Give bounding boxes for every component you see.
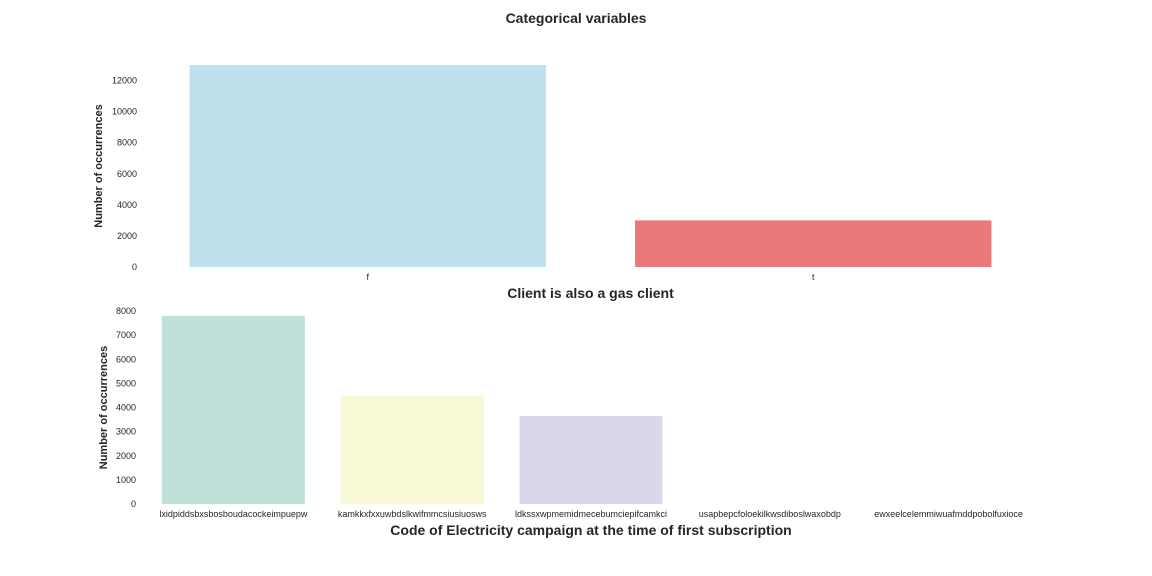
y-tick-label: 4000 (117, 200, 137, 210)
y-tick-label: 6000 (116, 354, 136, 364)
y-tick-label: 7000 (116, 330, 136, 340)
y-axis-label: Number of occurrences (98, 346, 110, 469)
y-tick-label: 0 (132, 262, 137, 272)
y-tick-label: 6000 (117, 169, 137, 179)
x-axis-label: Client is also a gas client (507, 285, 674, 301)
bar-1-0 (161, 315, 305, 504)
y-tick-label: 1000 (116, 475, 136, 485)
x-tick-label: f (366, 272, 369, 282)
y-tick-label: 10000 (112, 107, 137, 117)
chart-electricity-campaign: lxidpiddsbxsbosboudacockeimpuepw kamkkxfx… (98, 306, 1023, 538)
y-tick-label: 0 (131, 499, 136, 509)
bar-1-1 (340, 395, 484, 504)
bar-0-0 (189, 65, 546, 267)
bar-1-2 (519, 415, 663, 504)
y-tick-label: 3000 (116, 427, 136, 437)
y-tick-label: 4000 (116, 403, 136, 413)
chart-gas-client: f t 0 2000 4000 6000 8000 10000 12000 Number of o… (93, 65, 992, 301)
y-tick-label: 5000 (116, 378, 136, 388)
y-axis-label: Number of occurrences (93, 104, 105, 227)
y-tick-label: 2000 (116, 451, 136, 461)
figure-suptitle: Categorical variables (506, 10, 647, 26)
y-tick-label: 12000 (112, 76, 137, 86)
x-tick-label: ldkssxwpmemidmecebumciepifcamkci (515, 509, 667, 519)
x-tick-label: usapbepcfoloekilkwsdiboslwaxobdp (699, 509, 841, 519)
y-tick-label: 2000 (117, 231, 137, 241)
x-tick-label: lxidpiddsbxsbosboudacockeimpuepw (159, 509, 308, 519)
x-tick-label: t (812, 272, 815, 282)
x-axis-label: Code of Electricity campaign at the time… (390, 522, 791, 538)
y-tick-label: 8000 (117, 138, 137, 148)
x-tick-label: ewxeelcelemmiwuafmddpobolfuxioce (874, 509, 1023, 519)
x-tick-label: kamkkxfxxuwbdslkwifmmcsiusiuosws (338, 509, 487, 519)
bar-0-1 (635, 220, 992, 267)
y-tick-label: 8000 (116, 306, 136, 316)
